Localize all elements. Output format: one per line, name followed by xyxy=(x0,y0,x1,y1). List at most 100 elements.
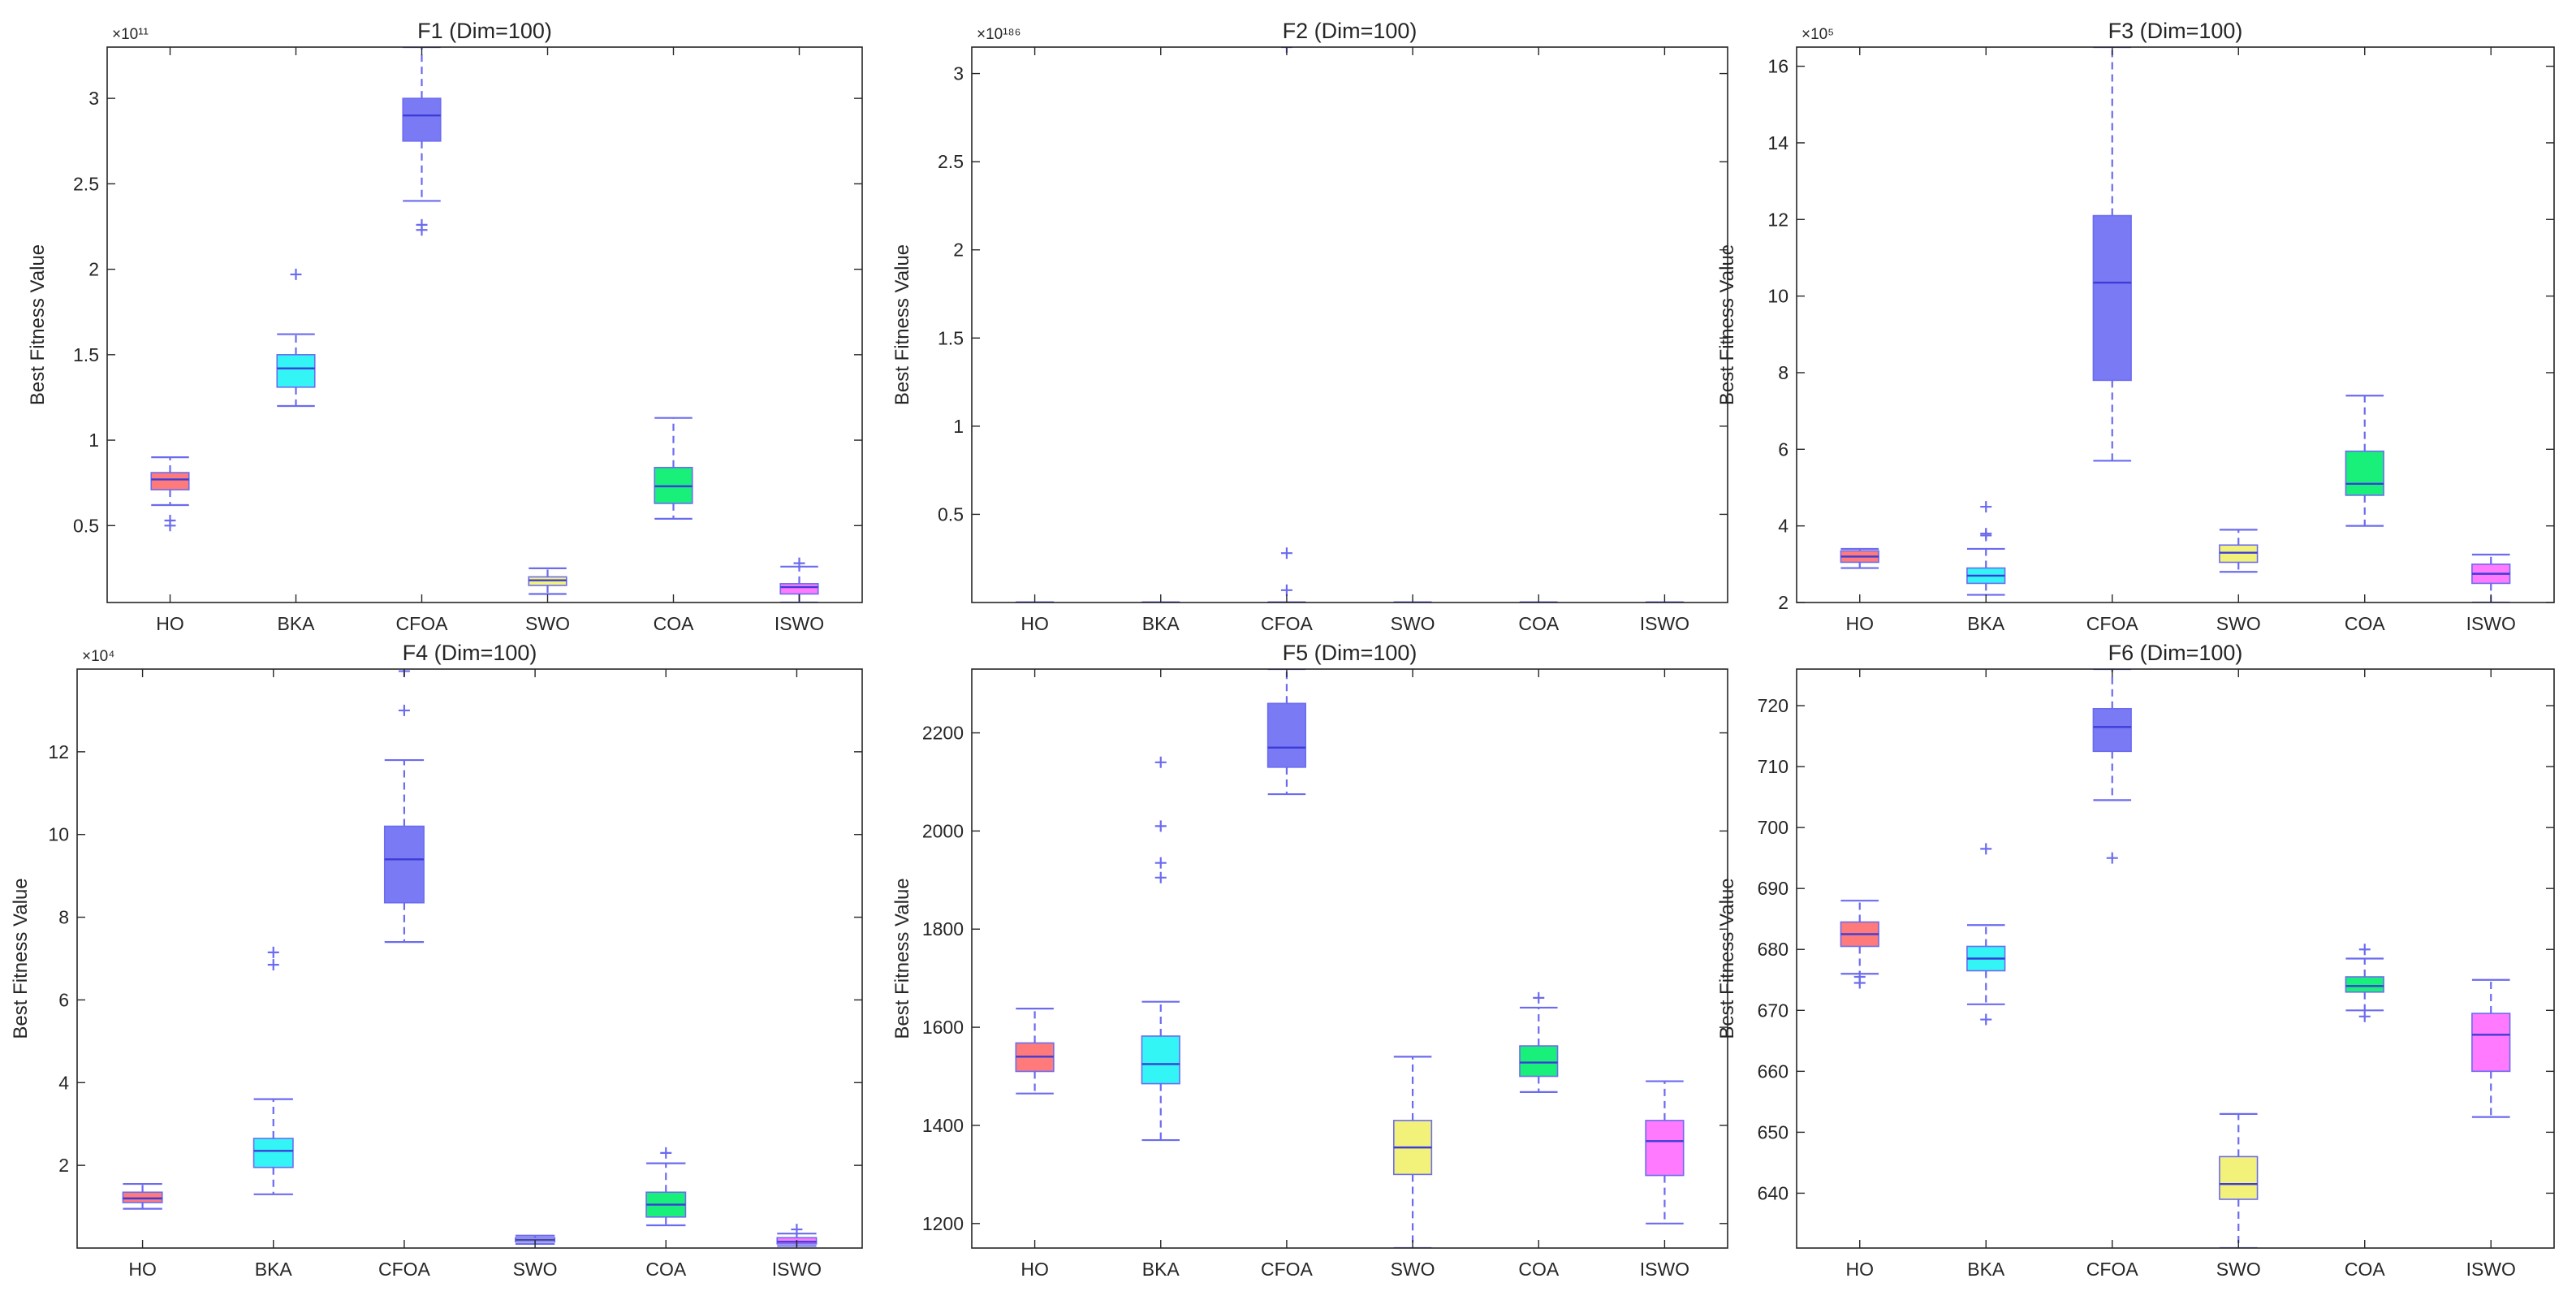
y-axis-label: Best Fitness Value xyxy=(10,878,32,1039)
iqr-box xyxy=(383,825,425,904)
y-tick-label: 1800 xyxy=(922,918,964,939)
chart-panel-3: 2 4 6 8 10 12 14 16 HO BKA CFOA SWO COA ISWO F3 (Dim=1… xyxy=(1716,19,2555,634)
y-tick-label: 3 xyxy=(953,63,964,84)
y-tick-label: 690 xyxy=(1758,878,1789,899)
x-tick-label: HO xyxy=(156,613,184,634)
chart-title: F3 (Dim=100) xyxy=(2108,19,2243,43)
y-tick-label: 1200 xyxy=(922,1213,964,1234)
x-tick-label: BKA xyxy=(277,613,315,634)
x-tick-label: COA xyxy=(1518,613,1560,634)
outlier-marker xyxy=(2358,1010,2371,1022)
plot-area xyxy=(1840,47,2511,603)
x-tick-label: ISWO xyxy=(775,613,824,634)
iqr-box xyxy=(779,583,819,595)
x-tick-label: ISWO xyxy=(2466,1259,2516,1280)
iqr-box xyxy=(2471,1013,2511,1073)
iqr-box xyxy=(2345,450,2384,496)
x-tick-label: HO xyxy=(1020,613,1049,634)
outlier-marker xyxy=(1154,756,1167,768)
iqr-box xyxy=(2345,976,2384,993)
y-tick-label: 670 xyxy=(1758,1000,1789,1021)
outlier-marker xyxy=(1280,584,1292,596)
chart-panel-6: 640 650 660 670 680 690 700 710 720 HO BKA CFOA SWO C… xyxy=(1716,641,2555,1280)
iqr-box xyxy=(1141,1035,1180,1085)
box-ho xyxy=(1840,547,1879,569)
y-tick-label: 4 xyxy=(58,1072,69,1093)
iqr-box xyxy=(2092,214,2132,382)
iqr-box xyxy=(1645,1120,1685,1177)
x-tick-label: BKA xyxy=(255,1259,293,1280)
box-coa xyxy=(2345,395,2384,527)
x-tick-label: BKA xyxy=(1967,613,2005,634)
y-tick-label: 1 xyxy=(953,416,964,437)
x-tick-label: COA xyxy=(1518,1259,1560,1280)
outlier-marker xyxy=(1980,501,1992,513)
axes-frame xyxy=(1796,46,2555,603)
y-tick-label: 2 xyxy=(88,259,99,280)
x-tick-label: ISWO xyxy=(1640,613,1689,634)
x-tick-label: SWO xyxy=(1391,613,1435,634)
x-tick-label: CFOA xyxy=(1261,613,1314,634)
y-tick-label: 6 xyxy=(58,989,69,1010)
outlier-marker xyxy=(1533,991,1545,1004)
chart-title: F6 (Dim=100) xyxy=(2108,641,2243,665)
outlier-marker xyxy=(416,218,428,231)
x-tick-label: SWO xyxy=(513,1259,558,1280)
x-tick-label: HO xyxy=(1846,1259,1875,1280)
y-axis-label: Best Fitness Value xyxy=(891,244,913,405)
outlier-marker xyxy=(398,704,410,716)
y-tick-label: 2.5 xyxy=(938,151,964,172)
y-tick-label: 720 xyxy=(1758,695,1789,716)
iqr-box xyxy=(1519,1045,1559,1078)
iqr-box xyxy=(122,1191,163,1203)
chart-title: F5 (Dim=100) xyxy=(1283,641,1417,665)
iqr-box xyxy=(2219,1155,2259,1200)
iqr-box xyxy=(150,472,190,490)
iqr-box xyxy=(2092,707,2132,753)
box-ho xyxy=(1840,900,1879,989)
plot-area xyxy=(1015,47,1685,603)
box-bka xyxy=(1966,501,2006,596)
box-swo xyxy=(1393,1056,1433,1248)
y-tick-label: 12 xyxy=(48,741,69,762)
box-bka xyxy=(252,946,294,1195)
y-tick-label: 4 xyxy=(1778,516,1789,537)
outlier-marker xyxy=(1980,843,1992,855)
iqr-box xyxy=(1266,702,1306,768)
outlier-marker xyxy=(1154,871,1167,883)
y-tick-label: 2200 xyxy=(922,723,964,744)
y-tick-label: 16 xyxy=(1767,56,1789,77)
outlier-marker xyxy=(793,557,805,569)
chart-panel-5: 1200 1400 1600 1800 2000 2200 HO BKA CFOA SWO COA I… xyxy=(891,641,1728,1280)
outlier-marker xyxy=(267,959,279,971)
box-coa xyxy=(654,417,693,520)
outlier-marker xyxy=(2358,944,2371,956)
x-tick-label: BKA xyxy=(1142,1259,1180,1280)
chart-panel-1: 0.5 1 1.5 2 2.5 3 HO BKA CFOA SWO COA ISWO F1 (Dim=1… xyxy=(27,19,863,634)
outlier-marker xyxy=(1980,528,1992,540)
outlier-marker xyxy=(1154,820,1167,832)
axes-frame xyxy=(106,46,863,603)
box-coa xyxy=(1519,991,1559,1093)
x-tick-label: ISWO xyxy=(1640,1259,1689,1280)
x-tick-label: HO xyxy=(128,1259,157,1280)
outlier-marker xyxy=(2106,852,2118,864)
box-swo xyxy=(2219,1112,2259,1248)
x-tick-label: CFOA xyxy=(2086,613,2139,634)
y-tick-label: 8 xyxy=(1778,362,1789,383)
x-tick-label: CFOA xyxy=(1261,1259,1314,1280)
box-coa xyxy=(2345,944,2384,1022)
x-tick-label: SWO xyxy=(2216,1259,2261,1280)
iqr-box xyxy=(402,97,442,142)
box-iswo xyxy=(779,557,819,603)
x-tick-label: SWO xyxy=(2216,613,2261,634)
outlier-marker xyxy=(290,268,302,280)
x-tick-label: CFOA xyxy=(2086,1259,2139,1280)
box-ho xyxy=(122,1182,163,1210)
box-ho xyxy=(150,456,190,532)
chart-panel-4: 2 4 6 8 10 12 HO BKA CFOA SWO COA ISWO F4 (Dim=100) ×… xyxy=(10,641,863,1280)
chart-panel-2: 0.5 1 1.5 2 2.5 3 HO BKA CFOA SWO COA ISWO F2 (Dim=1… xyxy=(891,19,1728,634)
x-tick-label: SWO xyxy=(525,613,570,634)
y-tick-label: 660 xyxy=(1758,1060,1789,1082)
y-tick-label: 2.5 xyxy=(73,173,99,194)
